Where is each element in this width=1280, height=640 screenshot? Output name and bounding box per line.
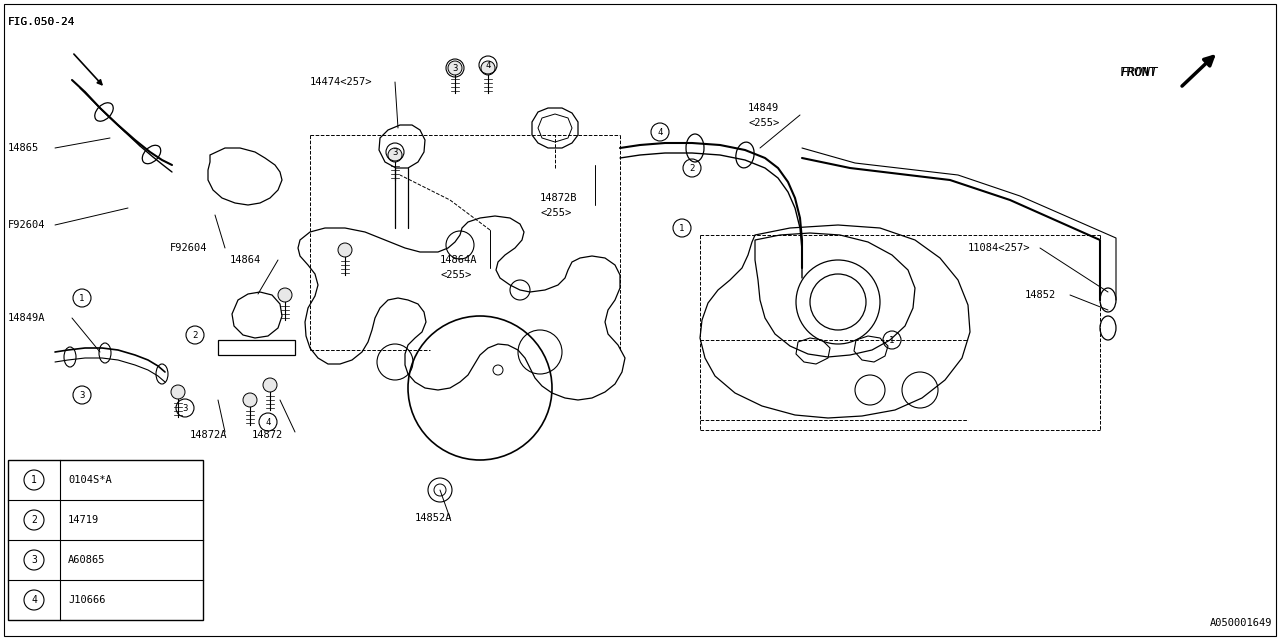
Circle shape <box>388 148 402 162</box>
Text: 3: 3 <box>452 63 458 72</box>
Text: 4: 4 <box>265 417 270 426</box>
Circle shape <box>278 288 292 302</box>
Text: 1: 1 <box>680 223 685 232</box>
Text: J10666: J10666 <box>68 595 105 605</box>
Text: F92604: F92604 <box>170 243 207 253</box>
Text: 2: 2 <box>31 515 37 525</box>
Text: 14865: 14865 <box>8 143 40 153</box>
Text: 2: 2 <box>690 163 695 173</box>
Text: 4: 4 <box>31 595 37 605</box>
Text: 1: 1 <box>79 294 84 303</box>
Text: 14852A: 14852A <box>415 513 453 523</box>
Text: 14474<257>: 14474<257> <box>310 77 372 87</box>
Text: A050001649: A050001649 <box>1210 618 1272 628</box>
Text: 14864A: 14864A <box>440 255 477 265</box>
Circle shape <box>243 393 257 407</box>
Text: 11084<257>: 11084<257> <box>968 243 1030 253</box>
Text: 14872: 14872 <box>252 430 283 440</box>
Text: 1: 1 <box>31 475 37 485</box>
Text: <255>: <255> <box>540 208 571 218</box>
Text: 14849A: 14849A <box>8 313 46 323</box>
Text: FIG.050-24: FIG.050-24 <box>8 17 76 27</box>
Text: FRONT: FRONT <box>1120 65 1157 79</box>
Text: <255>: <255> <box>440 270 471 280</box>
Circle shape <box>448 61 462 75</box>
Text: FRONT: FRONT <box>1120 65 1157 79</box>
Bar <box>8 460 204 620</box>
Circle shape <box>481 61 495 75</box>
Text: 3: 3 <box>182 403 188 413</box>
Text: 4: 4 <box>658 127 663 136</box>
Text: 14864: 14864 <box>230 255 261 265</box>
Text: 14872B: 14872B <box>540 193 577 203</box>
Text: FIG.050-24: FIG.050-24 <box>8 17 76 27</box>
Text: 14852: 14852 <box>1025 290 1056 300</box>
Text: 4: 4 <box>485 61 490 70</box>
Circle shape <box>262 378 276 392</box>
Text: 14719: 14719 <box>68 515 100 525</box>
Text: 3: 3 <box>79 390 84 399</box>
Text: <255>: <255> <box>748 118 780 128</box>
Text: 14849: 14849 <box>748 103 780 113</box>
Text: 0104S*A: 0104S*A <box>68 475 111 485</box>
Text: F92604: F92604 <box>8 220 46 230</box>
Circle shape <box>172 385 186 399</box>
Text: 2: 2 <box>192 330 197 339</box>
Text: 3: 3 <box>31 555 37 565</box>
Text: 1: 1 <box>890 335 895 344</box>
Text: 14872A: 14872A <box>189 430 228 440</box>
Text: A60865: A60865 <box>68 555 105 565</box>
Circle shape <box>338 243 352 257</box>
Text: 3: 3 <box>392 147 398 157</box>
